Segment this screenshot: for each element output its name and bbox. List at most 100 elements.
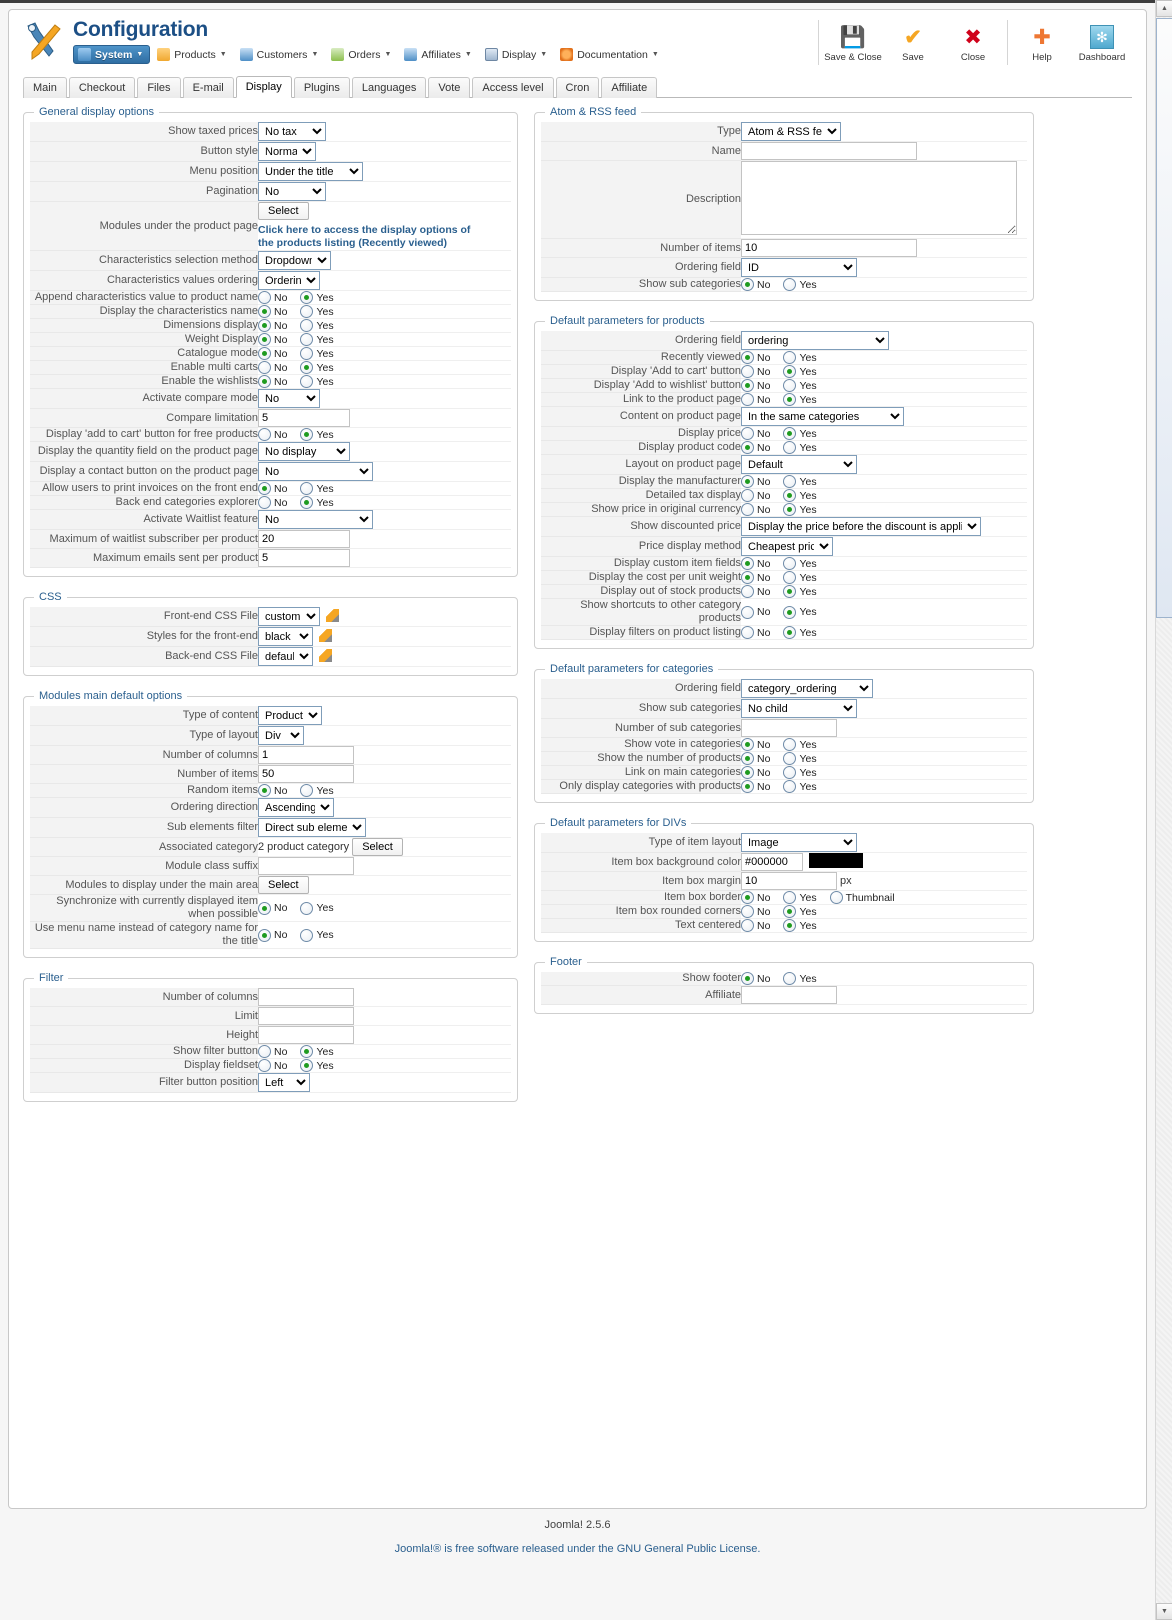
radio-option-thumbnail[interactable]: Thumbnail: [829, 891, 895, 904]
button-style-select[interactable]: Normal: [258, 142, 316, 161]
radio-button-icon[interactable]: [741, 780, 754, 793]
radio-option-yes[interactable]: Yes: [300, 1045, 334, 1058]
radio-button-icon[interactable]: [258, 291, 271, 304]
radio-option-yes[interactable]: Yes: [783, 585, 817, 598]
radio-option-no[interactable]: No: [258, 375, 287, 388]
pagination-select[interactable]: No: [258, 182, 326, 201]
radio-button-icon[interactable]: [783, 503, 797, 516]
radio-option-no[interactable]: No: [741, 503, 770, 516]
tab-main[interactable]: Main: [23, 77, 67, 98]
radio-option-no[interactable]: No: [258, 361, 287, 374]
menu-position-select[interactable]: Under the title: [258, 162, 363, 181]
radio-option-yes[interactable]: Yes: [783, 752, 817, 765]
radio-button-icon[interactable]: [741, 441, 754, 454]
radio-button-icon[interactable]: [783, 738, 797, 751]
edit-pencil-icon[interactable]: [319, 628, 332, 642]
radio-option-yes[interactable]: Yes: [300, 333, 334, 346]
affiliate-input[interactable]: [741, 986, 837, 1004]
menu-item-system[interactable]: System ▼: [73, 45, 151, 64]
characteristics-selection-method-select[interactable]: Dropdown: [258, 251, 331, 270]
radio-button-icon[interactable]: [300, 333, 314, 346]
radio-button-icon[interactable]: [300, 784, 314, 797]
tab-languages[interactable]: Languages: [351, 77, 427, 98]
radio-option-yes[interactable]: Yes: [300, 375, 334, 388]
radio-option-yes[interactable]: Yes: [300, 482, 334, 495]
radio-button-icon[interactable]: [741, 278, 754, 291]
tab-checkout[interactable]: Checkout: [68, 77, 136, 98]
number-of-columns-input[interactable]: [258, 988, 354, 1006]
tab-display[interactable]: Display: [235, 76, 292, 98]
radio-option-no[interactable]: No: [741, 585, 770, 598]
scrollbar-thumb[interactable]: [1156, 18, 1172, 618]
show-sub-categories-select[interactable]: No child: [741, 699, 857, 718]
radio-option-yes[interactable]: Yes: [300, 428, 334, 441]
radio-option-yes[interactable]: Yes: [300, 901, 334, 915]
module-class-suffix-input[interactable]: [258, 857, 354, 875]
radio-button-icon[interactable]: [741, 557, 754, 570]
radio-option-no[interactable]: No: [258, 305, 287, 318]
radio-button-icon[interactable]: [741, 891, 754, 904]
radio-button-icon[interactable]: [300, 928, 314, 942]
radio-option-yes[interactable]: Yes: [783, 379, 817, 392]
radio-option-no[interactable]: No: [258, 333, 287, 346]
compare-limitation-input[interactable]: [258, 409, 350, 427]
price-display-method-select[interactable]: Cheapest price: [741, 537, 833, 556]
radio-option-yes[interactable]: Yes: [783, 919, 817, 932]
radio-button-icon[interactable]: [783, 557, 797, 570]
radio-option-no[interactable]: No: [258, 928, 287, 942]
height-input[interactable]: [258, 1026, 354, 1044]
radio-option-yes[interactable]: Yes: [300, 1059, 334, 1072]
radio-option-yes[interactable]: Yes: [300, 347, 334, 360]
radio-button-icon[interactable]: [741, 365, 754, 378]
radio-option-yes[interactable]: Yes: [300, 496, 334, 509]
radio-option-yes[interactable]: Yes: [783, 475, 817, 488]
display-a-contact-button-on-the-product-page-select[interactable]: No: [258, 462, 373, 481]
toolbar-save-button[interactable]: ✔ Save: [883, 20, 943, 65]
tab-plugins[interactable]: Plugins: [293, 77, 350, 98]
radio-button-icon[interactable]: [741, 475, 754, 488]
limit-input[interactable]: [258, 1007, 354, 1025]
radio-button-icon[interactable]: [783, 766, 797, 779]
radio-option-yes[interactable]: Yes: [783, 427, 817, 440]
radio-option-yes[interactable]: Yes: [300, 928, 334, 942]
name-input[interactable]: [741, 142, 917, 160]
radio-button-icon[interactable]: [741, 571, 754, 584]
radio-button-icon[interactable]: [258, 305, 271, 318]
radio-button-icon[interactable]: [258, 347, 271, 360]
filter-button-position-select[interactable]: Left: [258, 1073, 310, 1092]
radio-option-no[interactable]: No: [741, 626, 770, 639]
type-of-item-layout-select[interactable]: Image: [741, 833, 857, 852]
radio-button-icon[interactable]: [741, 379, 754, 392]
radio-option-no[interactable]: No: [741, 427, 770, 440]
tab-vote[interactable]: Vote: [428, 77, 471, 98]
content-on-product-page-select[interactable]: In the same categories: [741, 407, 904, 426]
layout-on-product-page-select[interactable]: Default: [741, 455, 857, 474]
radio-option-no[interactable]: No: [741, 972, 770, 985]
radio-button-icon[interactable]: [300, 361, 314, 374]
tab-affiliate[interactable]: Affiliate: [601, 77, 658, 98]
radio-option-no[interactable]: No: [741, 766, 770, 779]
radio-button-icon[interactable]: [783, 351, 797, 364]
radio-option-no[interactable]: No: [741, 891, 770, 904]
radio-button-icon[interactable]: [300, 291, 314, 304]
maximum-of-waitlist-subscriber-per-product-input[interactable]: [258, 530, 350, 548]
tab-files[interactable]: Files: [137, 77, 181, 98]
radio-option-yes[interactable]: Yes: [783, 557, 817, 570]
radio-button-icon[interactable]: [783, 365, 797, 378]
item-box-background-color-input[interactable]: [741, 853, 803, 871]
description-textarea[interactable]: [741, 161, 1017, 235]
radio-option-yes[interactable]: Yes: [783, 571, 817, 584]
radio-option-no[interactable]: No: [741, 605, 770, 619]
radio-option-no[interactable]: No: [741, 365, 770, 378]
type-select[interactable]: Atom & RSS feed: [741, 122, 841, 141]
edit-pencil-icon[interactable]: [319, 648, 332, 662]
radio-button-icon[interactable]: [783, 905, 797, 918]
radio-button-icon[interactable]: [783, 379, 797, 392]
styles-for-the-front-end-select[interactable]: black: [258, 627, 313, 646]
radio-option-no[interactable]: No: [741, 489, 770, 502]
ordering-field-select[interactable]: ID: [741, 258, 857, 277]
radio-button-icon[interactable]: [258, 361, 271, 374]
radio-button-icon[interactable]: [783, 780, 797, 793]
radio-option-yes[interactable]: Yes: [783, 441, 817, 454]
ordering-direction-select[interactable]: Ascending: [258, 798, 334, 817]
